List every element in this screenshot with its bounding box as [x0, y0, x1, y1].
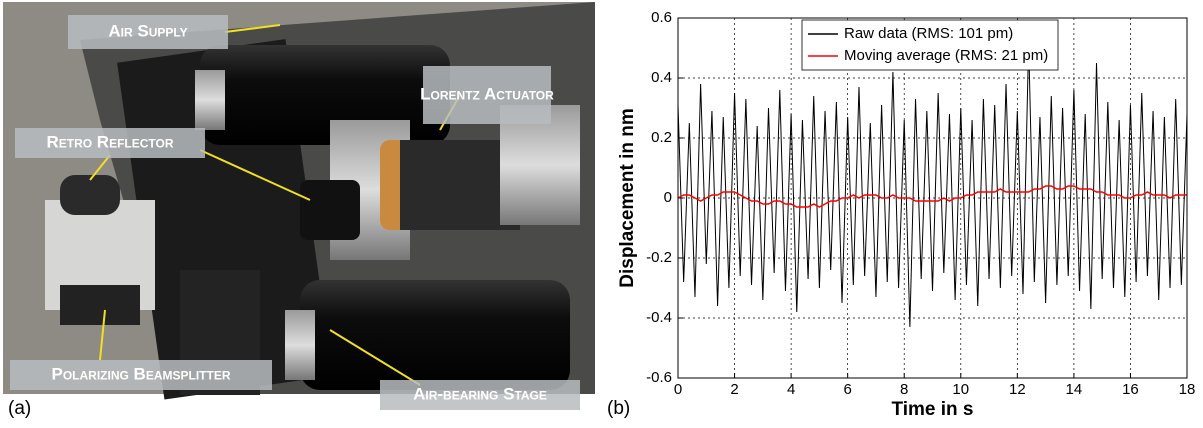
x-axis-label: Time in s [891, 399, 973, 420]
leader-line [224, 24, 281, 33]
legend-box [801, 19, 1059, 71]
photo-label: Lorentz Actuator [420, 84, 554, 103]
x-tick-label: 16 [1122, 381, 1139, 398]
photo-label: Air Supply [108, 21, 187, 40]
x-tick-label: 2 [730, 381, 738, 398]
photo-label: Polarizing Beamsplitter [51, 364, 230, 383]
legend-label: Moving average (RMS: 21 pm) [844, 47, 1048, 64]
leader-line [99, 309, 106, 361]
leader-line [329, 329, 421, 386]
plot-area [678, 18, 1187, 378]
x-tick-label: 18 [1179, 381, 1196, 398]
x-tick-label: 12 [1009, 381, 1026, 398]
data-line [677, 185, 1187, 208]
x-tick-label: 0 [674, 381, 682, 398]
legend-label: Raw data (RMS: 101 pm) [844, 25, 1013, 42]
chart: -0.6 -0.4 -0.2 0 0.2 0.4 0.6 0 2 4 6 8 10 12 14 16 18 Raw… [617, 9, 1195, 420]
y-tick-label: -0.2 [646, 249, 672, 266]
y-tick-label: 0.2 [651, 129, 672, 146]
leader-line [89, 154, 111, 181]
y-tick-label: -0.4 [646, 309, 672, 326]
x-tick-label: 4 [787, 381, 795, 398]
y-tick-label: -0.6 [646, 369, 672, 386]
y-tick-label: 0 [664, 189, 672, 206]
panel-label: (b) [607, 398, 630, 419]
photo-label: Retro Reflector [46, 132, 173, 151]
axes-frame [677, 17, 1188, 379]
photo-label: Air-bearing Stage [413, 384, 547, 403]
data-line [677, 41, 1188, 328]
photo: Air Supply Lorentz Actuator Retro Reflec… [3, 2, 595, 410]
panel-label: (a) [8, 398, 31, 419]
x-tick-label: 10 [952, 381, 969, 398]
x-tick-label: 6 [843, 381, 851, 398]
y-axis-label: Displacement in nm [617, 108, 638, 288]
x-tick-label: 14 [1066, 381, 1083, 398]
leader-line [199, 149, 311, 201]
y-tick-label: 0.4 [651, 69, 672, 86]
y-tick-label: 0.6 [651, 9, 672, 26]
x-tick-label: 8 [900, 381, 908, 398]
legend: Raw data (RMS: 101 pm) Moving average (RM… [801, 19, 1059, 71]
